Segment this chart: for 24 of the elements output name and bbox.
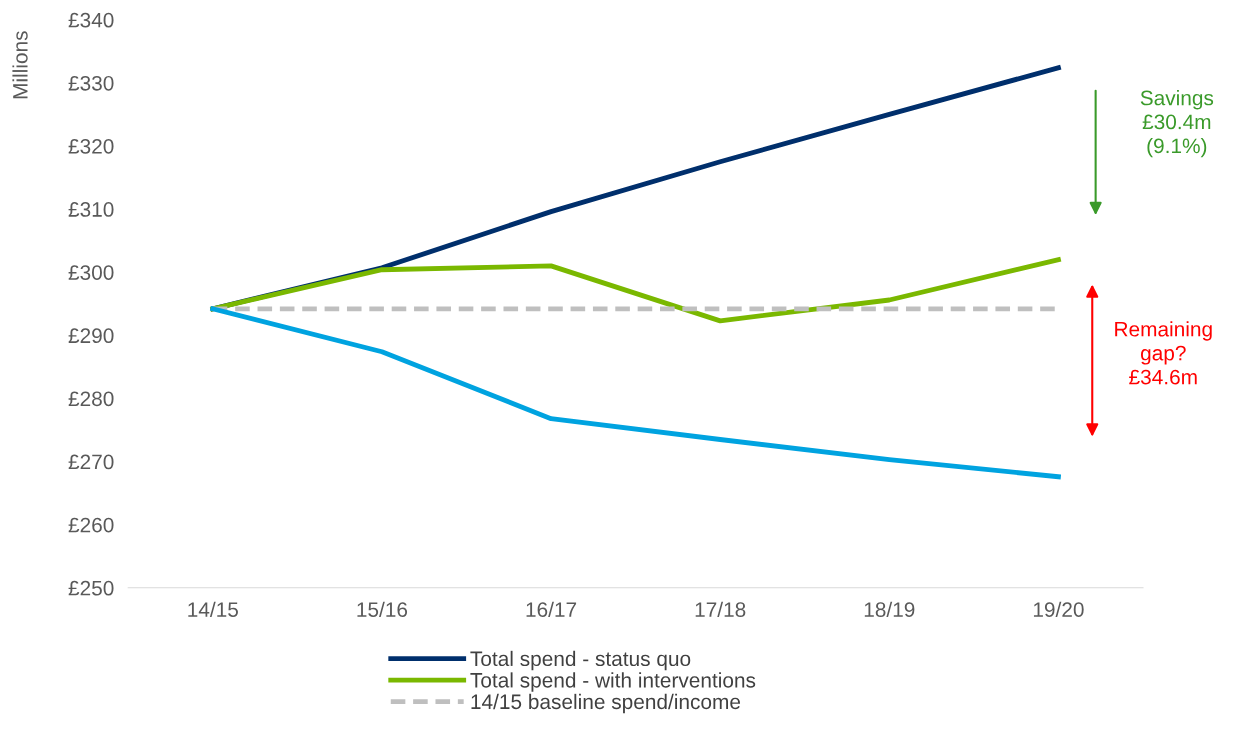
x-tick-label: 18/19 (864, 601, 915, 617)
x-tick-label: 19/20 (1033, 601, 1084, 617)
y-tick-label: £250 (68, 580, 114, 596)
y-tick-label: £340 (68, 12, 114, 28)
x-tick-label: 17/18 (695, 601, 746, 617)
y-tick-label: £320 (68, 138, 114, 154)
line-series (210, 257, 1061, 324)
x-tick-label: 16/17 (526, 601, 577, 617)
y-axis-title: Millions (12, 31, 28, 99)
x-tick-label: 14/15 (188, 601, 238, 617)
y-tick-label: £280 (68, 391, 114, 407)
y-tick-label: £300 (68, 265, 114, 280)
line-series (210, 306, 1061, 480)
y-tick-label: £260 (68, 517, 114, 533)
y-tick-label: £290 (68, 328, 114, 344)
legend-label: Total spend - with interventions (470, 672, 756, 692)
y-tick-label: £310 (68, 202, 114, 217)
legend-label: Total spend - status quo (470, 650, 691, 671)
x-tick-label: 15/16 (357, 601, 408, 617)
y-tick-label: £270 (68, 454, 114, 470)
annotation: Remaining gap? £34.6m (1115, 321, 1212, 385)
y-tick-label: £330 (68, 75, 114, 91)
legend-label: 14/15 baseline spend/income (471, 693, 741, 714)
annotation: Savings £30.4m (9.1%) (1140, 90, 1214, 158)
